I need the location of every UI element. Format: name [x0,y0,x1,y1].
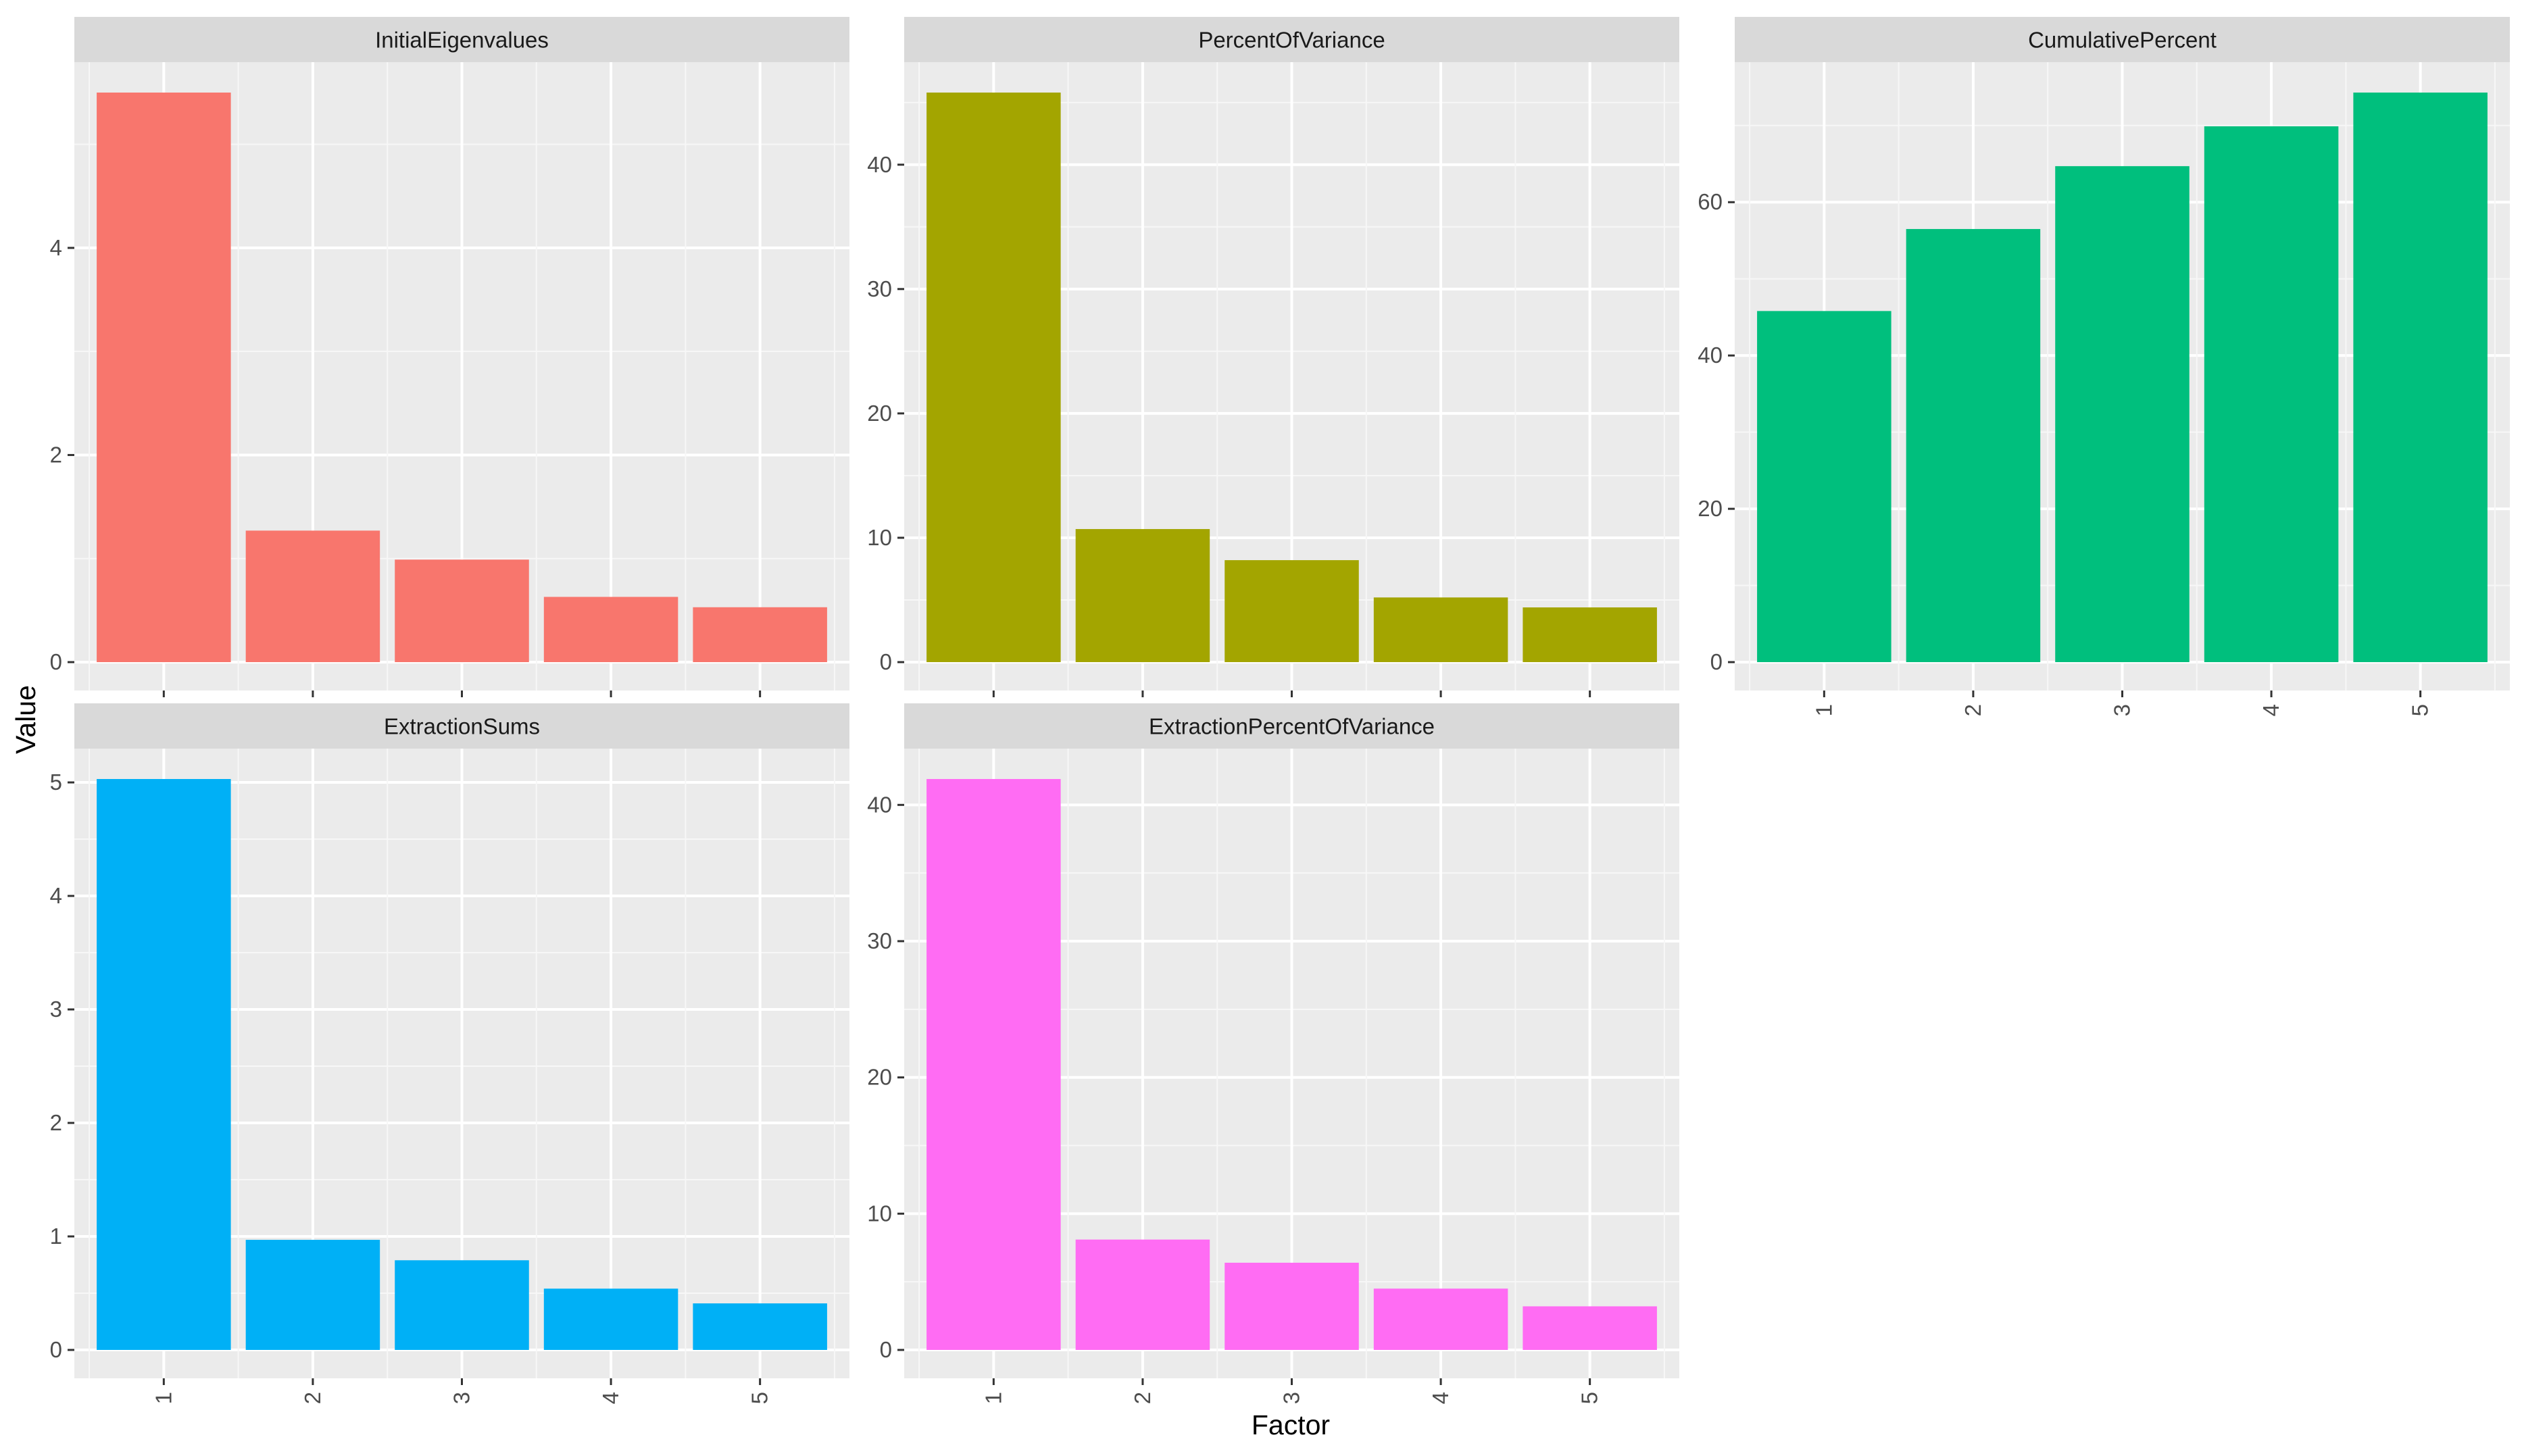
y-tick-label: 4 [50,883,62,908]
strip-title: ExtractionSums [384,714,540,739]
bar-3 [395,1260,529,1350]
y-tick-label: 10 [867,525,892,550]
y-tick-label: 2 [50,442,62,467]
y-tick-label: 40 [1698,343,1723,368]
y-tick-label: 2 [50,1110,62,1135]
panel-2: PercentOfVariance 0 10 20 30 40 [867,17,1679,697]
y-tick-label: 0 [880,649,892,674]
bar-2 [1906,228,2041,663]
strip-title: ExtractionPercentOfVariance [1149,714,1435,739]
bar-3 [2055,166,2190,662]
bar-5 [2353,93,2488,662]
y-tick-label: 0 [1710,649,1723,674]
bar-4 [543,1288,678,1350]
bar-5 [1523,1306,1657,1350]
bar-3 [395,559,529,662]
x-tick-label: 4 [1428,1392,1453,1404]
panel-3: CumulativePercent 0 20 40 60 1 2 3 4 5 [1698,17,2510,716]
x-tick-label: 5 [2408,704,2433,716]
x-tick-label: 2 [300,1392,325,1404]
x-tick-label: 1 [1811,704,1836,716]
bar-2 [245,530,380,662]
panels: InitialEigenvalues 0 2 4 PercentOfVariance 0 1… [50,17,2510,1404]
y-tick-label: 1 [50,1224,62,1249]
bar-1 [926,93,1061,662]
x-tick-label: 3 [1279,1392,1304,1404]
y-tick-label: 0 [50,649,62,674]
y-tick-label: 60 [1698,189,1723,214]
x-tick-label: 4 [598,1392,623,1404]
y-tick-label: 5 [50,770,62,795]
panel-5: ExtractionPercentOfVariance 0 10 20 30 40 1 2 3 4… [867,703,1679,1404]
y-tick-label: 40 [867,792,892,817]
x-tick-label: 2 [1130,1392,1155,1404]
y-tick-label: 40 [867,152,892,177]
bar-4 [1373,597,1508,662]
x-tick-label: 3 [2110,704,2135,716]
bar-1 [1757,311,1891,662]
bar-2 [1075,529,1210,662]
strip-background [1735,17,2510,62]
x-tick-label: 3 [449,1392,474,1404]
y-tick-label: 20 [867,401,892,426]
y-axis-title: Value [10,685,41,754]
y-tick-label: 10 [867,1201,892,1226]
bar-5 [693,607,827,662]
bar-3 [1225,560,1359,662]
bar-5 [693,1303,827,1350]
x-tick-label: 2 [1960,704,1985,716]
bar-2 [245,1240,380,1350]
y-tick-label: 4 [50,235,62,260]
strip-title: PercentOfVariance [1198,28,1385,53]
y-tick-label: 3 [50,997,62,1022]
bar-5 [1523,607,1657,662]
x-tick-label: 5 [1577,1392,1602,1404]
x-tick-label: 1 [151,1392,176,1404]
y-tick-label: 30 [867,276,892,301]
y-tick-label: 20 [1698,496,1723,521]
bar-4 [543,597,678,662]
x-tick-label: 5 [747,1392,772,1404]
x-tick-label: 4 [2258,704,2283,716]
y-tick-label: 30 [867,928,892,953]
panel-4: ExtractionSums 0 1 2 3 4 5 1 2 3 4 5 [50,703,849,1404]
y-tick-label: 0 [50,1337,62,1362]
y-tick-label: 20 [867,1065,892,1090]
y-tick-label: 0 [880,1337,892,1362]
bar-1 [97,779,231,1350]
bar-4 [1373,1288,1508,1350]
strip-background [74,17,849,62]
bar-3 [1225,1262,1359,1350]
strip-background [904,703,1679,749]
strip-title: CumulativePercent [2028,28,2217,53]
bar-4 [2204,126,2339,662]
strip-title: InitialEigenvalues [375,28,549,53]
bar-1 [926,779,1061,1350]
strip-background [74,703,849,749]
panel-1: InitialEigenvalues 0 2 4 [50,17,849,697]
x-tick-label: 1 [981,1392,1006,1404]
strip-background [904,17,1679,62]
x-axis-title: Factor [1252,1409,1330,1440]
bar-1 [97,93,231,662]
bar-2 [1075,1239,1210,1350]
